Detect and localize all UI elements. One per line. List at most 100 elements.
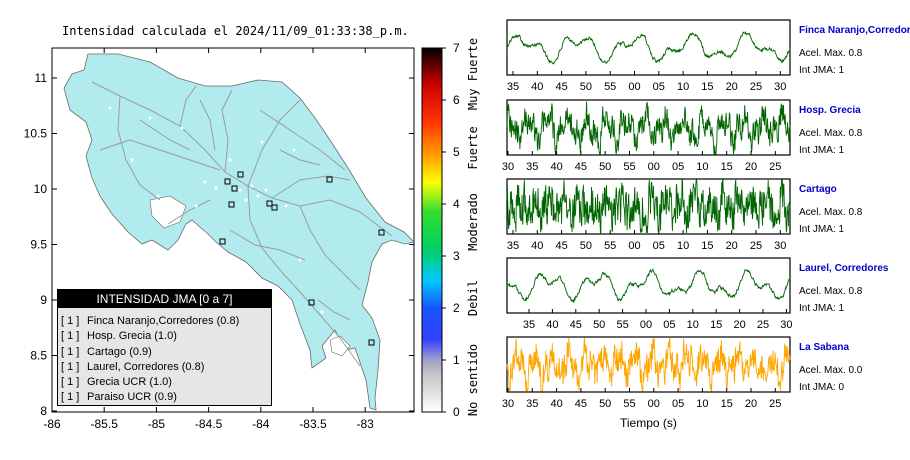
waveform-tick-label: 50 — [580, 81, 592, 93]
waveform-tick-label: 15 — [701, 240, 713, 252]
waveform-tick-label: 40 — [550, 161, 562, 173]
map-x-tick-label: -85.5 — [91, 417, 119, 431]
colorbar-tick-label: 2 — [453, 301, 460, 315]
waveform-tick-label: 45 — [570, 319, 582, 331]
waveform-tick-label: 25 — [769, 398, 781, 410]
waveform-tick-label: 45 — [575, 161, 587, 173]
waveform-tick-label: 05 — [672, 398, 684, 410]
waveform-tick-label: 55 — [616, 319, 628, 331]
map-y-tick-label: 10.5 — [24, 127, 48, 141]
colorbar-tick-label: 7 — [453, 41, 460, 55]
intensity-legend: INTENSIDAD JMA [0 a 7] [ 1 ] Finca Naranj… — [57, 289, 272, 406]
colorbar-tick-label: 3 — [453, 249, 460, 263]
colorbar-tick-label: 5 — [453, 145, 460, 159]
waveform-tick-label: 50 — [599, 161, 611, 173]
nicoya-gulf — [149, 195, 187, 229]
map-x-tick-label: -84 — [252, 417, 270, 431]
legend-item-level: [ 1 ] — [61, 360, 80, 373]
station-max-accel: Acel. Max. 0.8 — [799, 286, 863, 297]
legend-item-name: Finca Naranjo,Corredores (0.8) — [87, 315, 240, 327]
colorbar-tick-label: 6 — [453, 93, 460, 107]
station-name: Cartago — [799, 184, 837, 195]
waveform-trace — [506, 268, 791, 304]
map-x-tick-label: -85 — [148, 417, 166, 431]
legend-item: [ 1 ] Grecia UCR (1.0) — [61, 375, 271, 390]
station-markers — [219, 171, 385, 346]
legend-item-name: Hosp. Grecia (1.0) — [87, 330, 177, 343]
time-axis-label: Tiempo (s) — [620, 416, 677, 430]
waveform-tick-label: 05 — [653, 240, 665, 252]
waveform-tick-label: 05 — [672, 161, 684, 173]
station-dots — [108, 106, 352, 362]
station-jma-intensity: Int JMA: 1 — [799, 65, 845, 76]
waveform-tick-label: 00 — [640, 319, 652, 331]
waveform-panel: 35 40 45 50 55 00 05 10 15 20 25 30 — [506, 178, 791, 252]
colorbar-ticks: 0 1 2 3 4 5 6 7 — [442, 41, 460, 419]
waveform-tick-label: 00 — [648, 161, 660, 173]
colorbar-tick-label: 0 — [453, 405, 460, 419]
map-x-tick-label: -83 — [357, 417, 375, 431]
waveform-tick-label: 55 — [623, 398, 635, 410]
waveform-tick-label: 15 — [721, 398, 733, 410]
map-title: Intensidad calculada el 2024/11/09_01:33… — [62, 24, 409, 38]
station-max-accel: Acel. Max. 0.8 — [799, 48, 863, 59]
map-y-tick-label: 11 — [35, 71, 48, 85]
waveform-tick-label: 25 — [750, 81, 762, 93]
colorbar-tick-label: 4 — [453, 197, 460, 211]
waveform-tick-label: 30 — [780, 319, 792, 331]
map-y-tick-label: 9 — [40, 293, 47, 307]
waveform-frame — [506, 19, 791, 76]
map-y-tick-label: 8 — [40, 404, 47, 418]
waveform-tick-label: 00 — [628, 240, 640, 252]
waveform-tick-label: 05 — [653, 81, 665, 93]
legend-item: [ 1 ] Cartago (0.9) — [61, 345, 271, 360]
waveform-tick-label: 20 — [745, 398, 757, 410]
map-x-tick-label: -83.5 — [299, 417, 327, 431]
station-jma-intensity: Int JMA: 1 — [799, 303, 845, 314]
station-jma-intensity: Int JMA: 1 — [799, 224, 845, 235]
waveform-tick-label: 55 — [604, 240, 616, 252]
waveform-tick-label: 30 — [774, 240, 786, 252]
map-x-axis: -86 -85.5 -85 -84.5 -84 -83.5 -83 — [43, 48, 374, 431]
legend-item-name: Paraiso UCR (0.9) — [87, 391, 177, 404]
waveform-tick-label: 00 — [648, 398, 660, 410]
colorbar-tick-label: 1 — [453, 353, 460, 367]
waveform-tick-label: 45 — [555, 240, 567, 252]
legend-title: INTENSIDAD JMA [0 a 7] — [58, 290, 271, 308]
station-max-accel: Acel. Max. 0.0 — [799, 365, 863, 376]
waveform-tick-label: 10 — [696, 161, 708, 173]
legend-item-name: Laurel, Corredores (0.8) — [87, 360, 205, 373]
waveform-tick-label: 35 — [526, 398, 538, 410]
map-y-tick-label: 10 — [34, 182, 48, 196]
colorbar-category-label: Fuerte — [466, 126, 480, 169]
colorbar-category-label: Debil — [466, 280, 480, 316]
waveform-tick-label: 30 — [774, 81, 786, 93]
legend-item: [ 1 ] Paraiso UCR (0.9) — [61, 390, 271, 405]
station-jma-intensity: Int JMA: 0 — [799, 382, 845, 393]
waveform-tick-label: 25 — [769, 161, 781, 173]
waveform-tick-label: 40 — [546, 319, 558, 331]
waveform-tick-label: 10 — [677, 240, 689, 252]
colorbar-category-label: No sentido — [466, 344, 480, 416]
waveform-trace — [506, 30, 791, 65]
waveform-tick-label: 00 — [628, 81, 640, 93]
waveform-tick-label: 40 — [550, 398, 562, 410]
waveform-tick-label: 50 — [580, 240, 592, 252]
map-y-tick-label: 8.5 — [30, 349, 47, 363]
legend-item-level: [ 1 ] — [61, 315, 80, 327]
waveform-panel: 30 35 40 45 50 55 00 05 10 15 20 25 — [502, 99, 791, 173]
waveform-trace — [506, 101, 791, 156]
waveform-tick-label: 20 — [726, 240, 738, 252]
legend-list: [ 1 ] Finca Naranjo,Corredores (0.8)[ 1 ]… — [58, 308, 271, 406]
waveform-tick-label: 25 — [757, 319, 769, 331]
waveform-tick-label: 30 — [502, 161, 514, 173]
waveform-tick-label: 05 — [663, 319, 675, 331]
legend-item: [ 1 ] Hosp. Grecia (1.0) — [61, 329, 271, 344]
legend-item: [ 1 ] Finca Naranjo,Corredores (0.8) — [61, 314, 271, 329]
legend-item-level: [ 1 ] — [61, 345, 80, 358]
waveform-panel: 35 40 45 50 55 00 05 10 15 20 25 30 — [506, 257, 793, 331]
road-network — [91, 81, 393, 367]
station-max-accel: Acel. Max. 0.8 — [799, 207, 863, 218]
waveform-tick-label: 45 — [575, 398, 587, 410]
